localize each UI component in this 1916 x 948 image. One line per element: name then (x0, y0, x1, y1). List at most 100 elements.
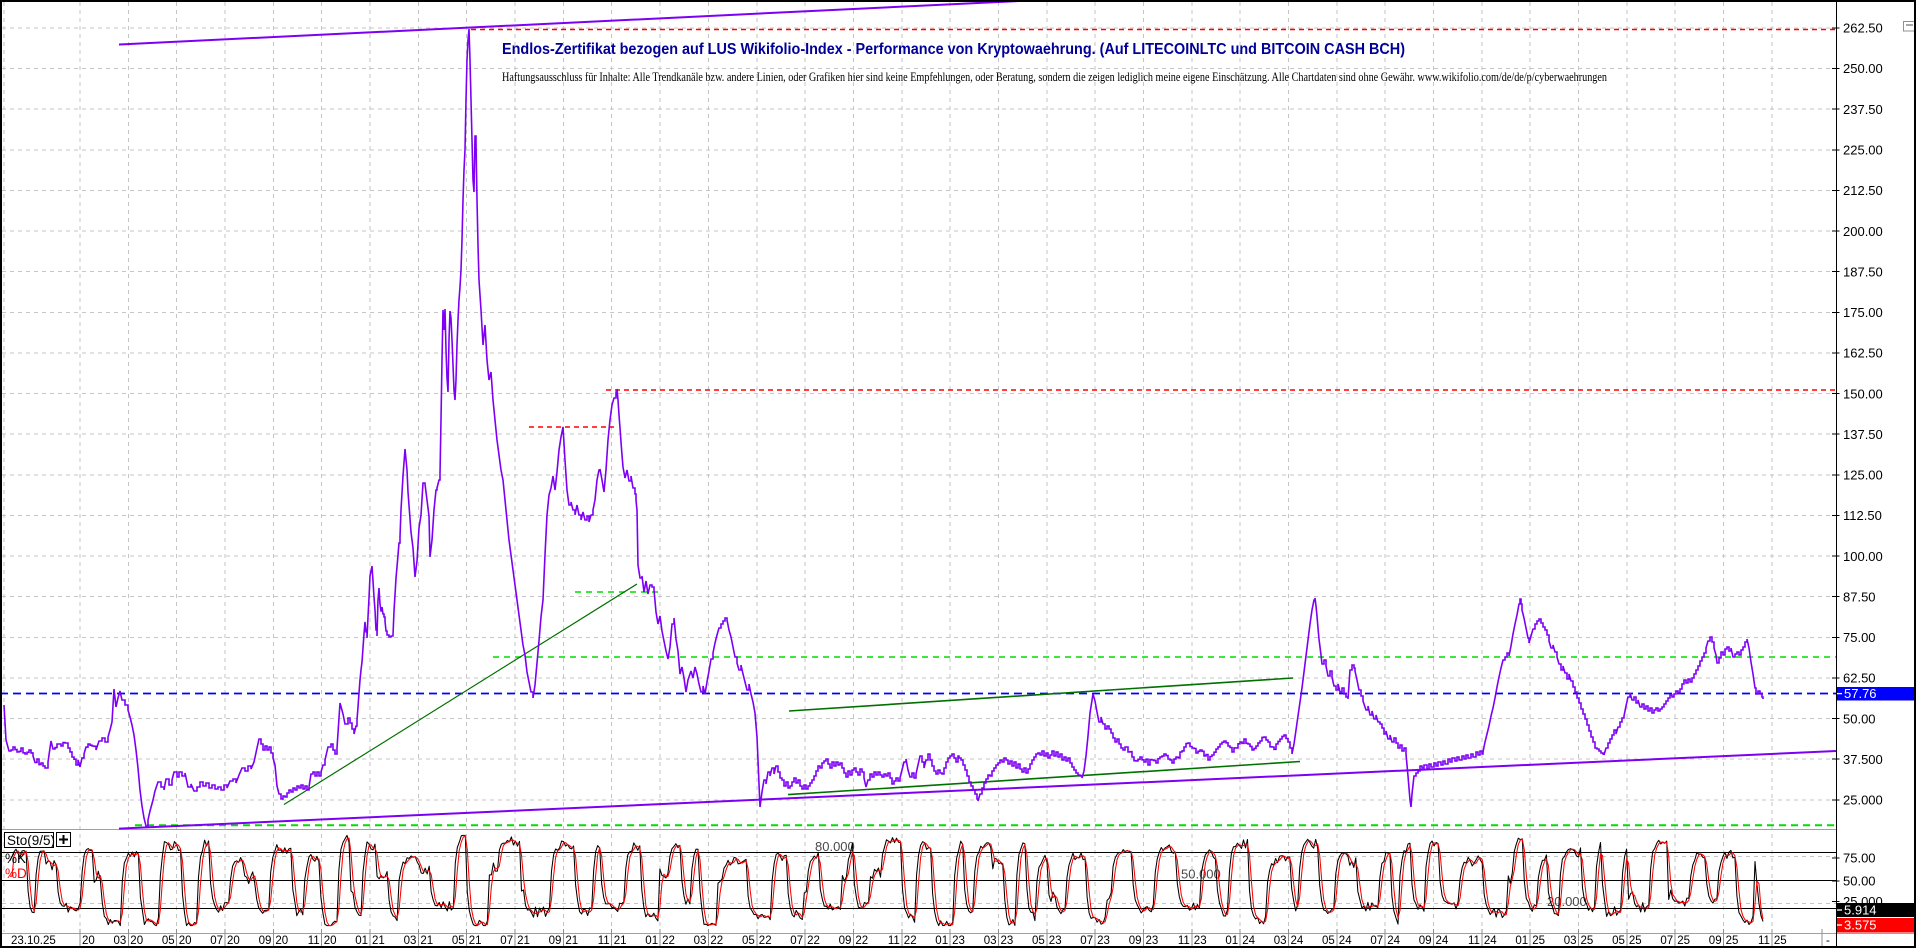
svg-text:37.500: 37.500 (1843, 752, 1883, 767)
svg-text:11: 11 (1758, 935, 1770, 947)
svg-text:21: 21 (565, 935, 578, 947)
svg-text:20: 20 (227, 935, 240, 947)
svg-text:09: 09 (1419, 935, 1432, 947)
svg-text:162.50: 162.50 (1843, 346, 1883, 361)
svg-text:Endlos-Zertifikat bezogen auf: Endlos-Zertifikat bezogen auf LUS Wikifo… (502, 41, 1405, 58)
svg-text:03: 03 (984, 935, 997, 947)
svg-text:07: 07 (500, 935, 513, 947)
svg-text:Sto(9/5): Sto(9/5) (7, 833, 55, 848)
svg-text:25: 25 (1726, 935, 1739, 947)
svg-text:11: 11 (1178, 935, 1190, 947)
svg-text:03: 03 (1564, 935, 1577, 947)
svg-text:50.00: 50.00 (1843, 874, 1876, 889)
svg-text:07: 07 (1660, 935, 1673, 947)
svg-text:11: 11 (888, 935, 900, 947)
svg-text:57.76: 57.76 (1844, 686, 1877, 701)
svg-text:187.50: 187.50 (1843, 264, 1883, 279)
svg-text:24: 24 (1436, 935, 1449, 947)
svg-text:3.575: 3.575 (1844, 918, 1877, 933)
svg-text:24: 24 (1339, 935, 1352, 947)
svg-text:20: 20 (275, 935, 288, 947)
svg-text:07: 07 (1080, 935, 1093, 947)
svg-text:03: 03 (1274, 935, 1287, 947)
svg-text:%D: %D (5, 866, 27, 881)
svg-text:24: 24 (1291, 935, 1304, 947)
svg-text:22: 22 (855, 935, 868, 947)
svg-text:05: 05 (162, 935, 175, 947)
svg-text:25.000: 25.000 (1843, 793, 1883, 808)
svg-text:25: 25 (1774, 935, 1787, 947)
svg-text:25: 25 (1581, 935, 1594, 947)
svg-text:21: 21 (614, 935, 627, 947)
svg-text:250.00: 250.00 (1843, 61, 1883, 76)
svg-text:225.00: 225.00 (1843, 143, 1883, 158)
svg-text:175.00: 175.00 (1843, 305, 1883, 320)
svg-text:21: 21 (420, 935, 433, 947)
svg-text:23.10.25: 23.10.25 (11, 935, 56, 947)
svg-text:01: 01 (1225, 935, 1238, 947)
svg-text:23: 23 (1146, 935, 1159, 947)
svg-text:23: 23 (1001, 935, 1014, 947)
svg-text:Haftungsausschluss für Inhalte: Haftungsausschluss für Inhalte: Alle Tre… (502, 70, 1608, 84)
svg-text:137.50: 137.50 (1843, 427, 1883, 442)
svg-text:262.50: 262.50 (1843, 21, 1883, 36)
svg-text:05: 05 (1612, 935, 1625, 947)
svg-text:75.00: 75.00 (1843, 851, 1876, 866)
svg-text:24: 24 (1387, 935, 1400, 947)
svg-text:20.000: 20.000 (1547, 894, 1587, 909)
svg-text:05: 05 (452, 935, 465, 947)
svg-text:03: 03 (114, 935, 127, 947)
svg-text:24: 24 (1484, 935, 1497, 947)
svg-text:21: 21 (517, 935, 530, 947)
svg-text:05: 05 (1322, 935, 1335, 947)
svg-text:62.50: 62.50 (1843, 671, 1876, 686)
svg-text:75.00: 75.00 (1843, 630, 1876, 645)
svg-text:09: 09 (1129, 935, 1142, 947)
svg-text:11: 11 (1468, 935, 1480, 947)
svg-text:23: 23 (952, 935, 965, 947)
svg-text:07: 07 (1370, 935, 1383, 947)
svg-text:112.50: 112.50 (1843, 508, 1882, 523)
svg-text:22: 22 (710, 935, 723, 947)
svg-text:11: 11 (598, 935, 610, 947)
svg-text:%K: %K (5, 851, 26, 866)
svg-text:22: 22 (904, 935, 917, 947)
svg-text:09: 09 (1709, 935, 1722, 947)
svg-text:22: 22 (807, 935, 820, 947)
svg-text:5.914: 5.914 (1844, 903, 1877, 918)
svg-text:100.00: 100.00 (1843, 549, 1883, 564)
svg-text:87.50: 87.50 (1843, 589, 1876, 604)
svg-text:03: 03 (694, 935, 707, 947)
svg-text:09: 09 (259, 935, 272, 947)
svg-text:21: 21 (372, 935, 385, 947)
svg-text:09: 09 (839, 935, 852, 947)
svg-text:20: 20 (130, 935, 143, 947)
svg-text:01: 01 (935, 935, 948, 947)
svg-text:-: - (1826, 935, 1830, 947)
svg-text:24: 24 (1242, 935, 1255, 947)
svg-text:200.00: 200.00 (1843, 224, 1883, 239)
svg-text:25: 25 (1629, 935, 1642, 947)
svg-text:23: 23 (1049, 935, 1062, 947)
svg-text:01: 01 (645, 935, 658, 947)
svg-text:212.50: 212.50 (1843, 183, 1883, 198)
svg-text:21: 21 (469, 935, 482, 947)
svg-text:22: 22 (759, 935, 772, 947)
svg-text:05: 05 (742, 935, 755, 947)
svg-text:23: 23 (1194, 935, 1207, 947)
svg-text:05: 05 (1032, 935, 1045, 947)
svg-text:01: 01 (355, 935, 368, 947)
svg-text:50.00: 50.00 (1843, 711, 1876, 726)
svg-text:23: 23 (1097, 935, 1110, 947)
svg-text:20: 20 (324, 935, 337, 947)
svg-text:125.00: 125.00 (1843, 468, 1883, 483)
svg-text:07: 07 (790, 935, 803, 947)
svg-text:09: 09 (549, 935, 562, 947)
svg-text:25: 25 (1532, 935, 1545, 947)
svg-text:80.000: 80.000 (815, 839, 855, 854)
svg-text:20: 20 (82, 935, 95, 947)
svg-text:01: 01 (1515, 935, 1528, 947)
svg-text:03: 03 (404, 935, 417, 947)
svg-text:20: 20 (179, 935, 192, 947)
svg-text:25: 25 (1677, 935, 1690, 947)
